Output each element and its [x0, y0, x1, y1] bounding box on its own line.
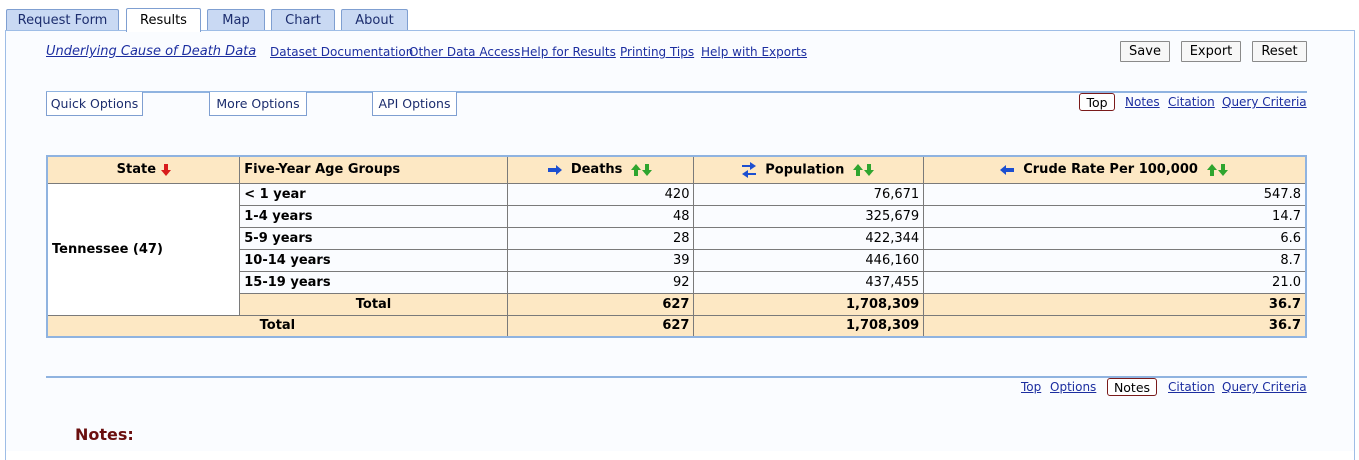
age-cell: 10-14 years: [239, 248, 508, 272]
table-header-row: State Five-Year Age Groups Deaths Popula…: [46, 155, 1307, 184]
help-with-exports-link[interactable]: Help with Exports: [701, 45, 807, 59]
crude-rate-cell: 6.6: [923, 226, 1307, 250]
nav-notes-link[interactable]: Notes: [1125, 95, 1160, 109]
grand-total-deaths: 627: [506, 314, 695, 338]
deaths-column-header[interactable]: Deaths: [506, 155, 695, 184]
sort-up-down-icon[interactable]: [631, 163, 653, 176]
deaths-cell: 39: [506, 248, 695, 272]
grand-total-crude-rate: 36.7: [923, 314, 1307, 338]
subtotal-deaths: 627: [506, 292, 695, 316]
tab-about[interactable]: About: [341, 9, 408, 30]
crude-rate-header-label: Crude Rate Per 100,000: [1023, 162, 1198, 178]
nav-bottom-notes-label: Notes: [1113, 379, 1151, 395]
swap-arrows-icon[interactable]: [742, 161, 757, 179]
crude-rate-cell: 14.7: [923, 204, 1307, 228]
crude-rate-column-header[interactable]: Crude Rate Per 100,000: [923, 155, 1307, 184]
state-cell: Tennessee (47): [46, 182, 241, 316]
deaths-cell: 420: [506, 182, 695, 206]
table-row: 15-19 years 92 437,455 21.0: [47, 270, 1307, 294]
grand-total-population: 1,708,309: [693, 314, 925, 338]
grand-total-label: Total: [46, 314, 508, 338]
subtotal-label: Total: [239, 292, 508, 316]
nav-bottom-citation-link[interactable]: Citation: [1168, 380, 1215, 394]
export-button[interactable]: Export: [1181, 41, 1241, 62]
deaths-cell: 92: [506, 270, 695, 294]
tab-chart[interactable]: Chart: [271, 9, 335, 30]
other-data-access-link[interactable]: Other Data Access: [409, 45, 521, 59]
age-cell: 5-9 years: [239, 226, 508, 250]
options-divider: [46, 91, 1307, 93]
arrow-right-icon[interactable]: [547, 164, 562, 175]
dataset-link[interactable]: Underlying Cause of Death Data: [46, 44, 257, 59]
dataset-documentation-link[interactable]: Dataset Documentation: [270, 45, 414, 59]
tab-map[interactable]: Map: [207, 9, 265, 30]
tab-request-form[interactable]: Request Form: [6, 9, 119, 30]
age-cell: < 1 year: [239, 182, 508, 206]
nav-top-current[interactable]: Top: [1079, 93, 1115, 111]
nav-citation-link[interactable]: Citation: [1168, 95, 1215, 109]
age-header-label: Five-Year Age Groups: [244, 162, 401, 178]
subtotal-crude-rate: 36.7: [923, 292, 1307, 316]
population-column-header[interactable]: Population: [693, 155, 925, 184]
table-row: Tennessee (47) < 1 year 420 76,671 547.8: [46, 182, 1307, 316]
population-cell: 446,160: [693, 248, 925, 272]
crude-rate-cell: 8.7: [923, 248, 1307, 272]
population-cell: 422,344: [693, 226, 925, 250]
notes-divider: [46, 376, 1307, 378]
nav-bottom-top-link[interactable]: Top: [1021, 380, 1042, 394]
population-cell: 76,671: [693, 182, 925, 206]
arrow-left-icon[interactable]: [1000, 164, 1015, 175]
sort-descending-icon[interactable]: [160, 163, 171, 176]
reset-button[interactable]: Reset: [1252, 41, 1307, 62]
deaths-header-label: Deaths: [570, 162, 623, 178]
nav-bottom-query-criteria-link[interactable]: Query Criteria: [1222, 380, 1307, 394]
printing-tips-link[interactable]: Printing Tips: [620, 45, 695, 59]
crude-rate-cell: 547.8: [923, 182, 1307, 206]
crude-rate-cell: 21.0: [923, 270, 1307, 294]
notes-heading: Notes:: [75, 425, 134, 444]
nav-query-criteria-link[interactable]: Query Criteria: [1222, 95, 1307, 109]
sort-up-down-icon[interactable]: [853, 163, 875, 176]
age-group-column-header[interactable]: Five-Year Age Groups: [239, 155, 508, 184]
results-table: State Five-Year Age Groups Deaths Popula…: [46, 155, 1307, 338]
tab-results[interactable]: Results: [126, 8, 201, 32]
age-cell: 1-4 years: [239, 204, 508, 228]
save-button[interactable]: Save: [1120, 41, 1170, 62]
population-cell: 437,455: [693, 270, 925, 294]
deaths-cell: 48: [506, 204, 695, 228]
nav-bottom-notes-current[interactable]: Notes: [1107, 378, 1157, 396]
table-row: 10-14 years 39 446,160 8.7: [47, 248, 1307, 272]
state-header-label: State: [116, 162, 157, 178]
help-for-results-link[interactable]: Help for Results: [521, 45, 616, 59]
api-options-button[interactable]: API Options: [372, 92, 457, 116]
subtotal-population: 1,708,309: [693, 292, 925, 316]
population-cell: 325,679: [693, 204, 925, 228]
nav-bottom-options-link[interactable]: Options: [1050, 380, 1097, 394]
age-cell: 15-19 years: [239, 270, 508, 294]
sort-up-down-icon[interactable]: [1206, 163, 1229, 176]
population-header-label: Population: [765, 162, 845, 178]
nav-top-label: Top: [1086, 94, 1108, 110]
subtotal-row: Total 627 1,708,309 36.7: [47, 292, 1307, 316]
tab-bar: Request Form Results Map Chart About: [0, 0, 1359, 32]
more-options-button[interactable]: More Options: [209, 92, 307, 116]
state-column-header[interactable]: State: [46, 155, 241, 184]
deaths-cell: 28: [506, 226, 695, 250]
grand-total-row: Total 627 1,708,309 36.7: [46, 314, 1307, 338]
state-label: Tennessee (47): [52, 241, 163, 257]
quick-options-button[interactable]: Quick Options: [46, 92, 143, 116]
